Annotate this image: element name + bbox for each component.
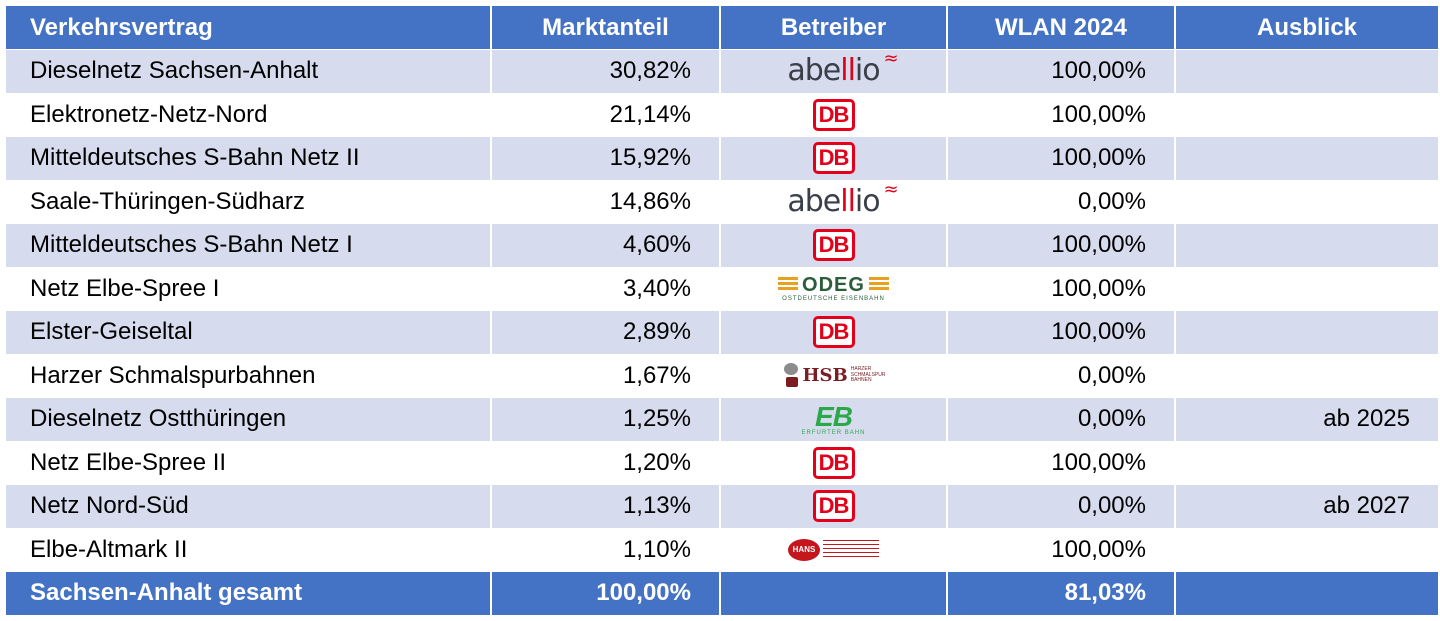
cell-betreiber: ODEG OSTDEUTSCHE EISENBAHN <box>721 267 948 310</box>
hans-logo-icon: HANS <box>788 538 879 561</box>
cell-wlan-2024: 100,00% <box>948 310 1176 354</box>
table-row: Elster-Geiseltal 2,89% DB 100,00% <box>6 310 1438 354</box>
cell-betreiber: DB <box>721 223 948 267</box>
header-marktanteil: Marktanteil <box>492 6 721 49</box>
table-row: Dieselnetz Sachsen-Anhalt 30,82% abellio ≈ 1… <box>6 49 1438 93</box>
cell-wlan-2024: 0,00% <box>948 484 1176 528</box>
cell-marktanteil: 1,13% <box>492 484 721 528</box>
cell-betreiber: abellio ≈ <box>721 49 948 93</box>
footer-ausblick <box>1176 572 1438 615</box>
cell-verkehrsvertrag: Dieselnetz Sachsen-Anhalt <box>6 49 492 93</box>
cell-wlan-2024: 100,00% <box>948 49 1176 93</box>
cell-verkehrsvertrag: Elbe-Altmark II <box>6 528 492 571</box>
cell-verkehrsvertrag: Netz Nord-Süd <box>6 484 492 528</box>
cell-betreiber: DB <box>721 441 948 484</box>
cell-betreiber: DB <box>721 93 948 136</box>
db-logo-icon: DB <box>812 316 855 348</box>
cell-ausblick <box>1176 50 1438 93</box>
cell-betreiber: DB <box>721 136 948 180</box>
cell-betreiber: abellio ≈ <box>721 180 948 223</box>
db-logo-icon: DB <box>812 98 855 131</box>
cell-ausblick <box>1176 267 1438 310</box>
table-row: Netz Nord-Süd 1,13% DB 0,00% ab 2027 <box>6 484 1438 528</box>
footer-betreiber <box>721 571 948 615</box>
cell-verkehrsvertrag: Mitteldeutsches S-Bahn Netz I <box>6 223 492 267</box>
cell-wlan-2024: 0,00% <box>948 180 1176 223</box>
header-verkehrsvertrag: Verkehrsvertrag <box>6 6 492 49</box>
table-row: Mitteldeutsches S-Bahn Netz I 4,60% DB 100,… <box>6 223 1438 267</box>
cell-ausblick <box>1176 137 1438 180</box>
cell-marktanteil: 14,86% <box>492 180 721 223</box>
table-row: Elbe-Altmark II 1,10% HANS 100,00% <box>6 528 1438 571</box>
db-logo-icon: DB <box>812 142 855 174</box>
cell-ausblick <box>1176 528 1438 571</box>
table-body: Dieselnetz Sachsen-Anhalt 30,82% abellio ≈ 1… <box>6 49 1438 571</box>
table-row: Harzer Schmalspurbahnen 1,67% HSB HARZER SCH… <box>6 354 1438 397</box>
cell-marktanteil: 1,20% <box>492 441 721 484</box>
cell-betreiber: EB ERFURTER BAHN <box>721 397 948 441</box>
table-row: Netz Elbe-Spree I 3,40% ODEG OSTDEUTSCHE EI… <box>6 267 1438 310</box>
cell-betreiber: DB <box>721 484 948 528</box>
table-header-row: Verkehrsvertrag Marktanteil Betreiber WL… <box>6 6 1438 49</box>
cell-ausblick: ab 2027 <box>1323 492 1410 519</box>
header-wlan-2024: WLAN 2024 <box>948 6 1176 49</box>
cell-marktanteil: 21,14% <box>492 93 721 136</box>
cell-marktanteil: 2,89% <box>492 310 721 354</box>
footer-wlan: 81,03% <box>948 571 1176 615</box>
cell-marktanteil: 1,67% <box>492 354 721 397</box>
cell-verkehrsvertrag: Elektronetz-Netz-Nord <box>6 93 492 136</box>
cell-ausblick <box>1176 224 1438 267</box>
cell-wlan-2024: 100,00% <box>948 267 1176 310</box>
table-footer-row: Sachsen-Anhalt gesamt 100,00% 81,03% <box>6 571 1438 615</box>
cell-verkehrsvertrag: Mitteldeutsches S-Bahn Netz II <box>6 136 492 180</box>
cell-marktanteil: 30,82% <box>492 49 721 93</box>
db-logo-icon: DB <box>812 229 855 261</box>
cell-ausblick <box>1176 441 1438 484</box>
cell-wlan-2024: 0,00% <box>948 354 1176 397</box>
cell-ausblick <box>1176 354 1438 397</box>
cell-wlan-2024: 100,00% <box>948 136 1176 180</box>
cell-verkehrsvertrag: Dieselnetz Ostthüringen <box>6 397 492 441</box>
cell-betreiber: DB <box>721 310 948 354</box>
cell-marktanteil: 15,92% <box>492 136 721 180</box>
cell-wlan-2024: 0,00% <box>948 397 1176 441</box>
table-row: Elektronetz-Netz-Nord 21,14% DB 100,00% <box>6 93 1438 136</box>
odeg-logo-icon: ODEG OSTDEUTSCHE EISENBAHN <box>778 275 889 302</box>
cell-marktanteil: 3,40% <box>492 267 721 310</box>
footer-anteil: 100,00% <box>492 571 721 615</box>
cell-marktanteil: 1,10% <box>492 528 721 571</box>
cell-ausblick: ab 2025 <box>1323 405 1410 432</box>
hsb-logo-icon: HSB HARZER SCHMALSPUR BAHNEN <box>782 362 885 389</box>
table-row: Netz Elbe-Spree II 1,20% DB 100,00% <box>6 441 1438 484</box>
cell-verkehrsvertrag: Netz Elbe-Spree II <box>6 441 492 484</box>
cell-verkehrsvertrag: Elster-Geiseltal <box>6 310 492 354</box>
cell-betreiber: HSB HARZER SCHMALSPUR BAHNEN <box>721 354 948 397</box>
cell-ausblick <box>1176 93 1438 136</box>
cell-verkehrsvertrag: Harzer Schmalspurbahnen <box>6 354 492 397</box>
cell-wlan-2024: 100,00% <box>948 223 1176 267</box>
cell-wlan-2024: 100,00% <box>948 528 1176 571</box>
table-row: Mitteldeutsches S-Bahn Netz II 15,92% DB 10… <box>6 136 1438 180</box>
cell-wlan-2024: 100,00% <box>948 441 1176 484</box>
cell-marktanteil: 1,25% <box>492 397 721 441</box>
table-row: Saale-Thüringen-Südharz 14,86% abellio ≈ 0,0… <box>6 180 1438 223</box>
cell-betreiber: HANS <box>721 528 948 571</box>
cell-verkehrsvertrag: Netz Elbe-Spree I <box>6 267 492 310</box>
abellio-logo-icon: abellio ≈ <box>787 49 898 88</box>
erfurter-bahn-logo-icon: EB ERFURTER BAHN <box>801 400 866 436</box>
header-betreiber: Betreiber <box>721 6 948 49</box>
db-logo-icon: DB <box>812 446 855 479</box>
table-row: Dieselnetz Ostthüringen 1,25% EB ERFURTER B… <box>6 397 1438 441</box>
cell-marktanteil: 4,60% <box>492 223 721 267</box>
cell-wlan-2024: 100,00% <box>948 93 1176 136</box>
cell-ausblick <box>1176 311 1438 354</box>
abellio-logo-icon: abellio ≈ <box>787 180 898 219</box>
market-share-table: Verkehrsvertrag Marktanteil Betreiber WL… <box>6 6 1438 615</box>
cell-ausblick <box>1176 180 1438 223</box>
cell-verkehrsvertrag: Saale-Thüringen-Südharz <box>6 180 492 223</box>
db-logo-icon: DB <box>812 490 855 522</box>
header-ausblick: Ausblick <box>1256 13 1358 41</box>
footer-vertrag: Sachsen-Anhalt gesamt <box>6 571 492 615</box>
